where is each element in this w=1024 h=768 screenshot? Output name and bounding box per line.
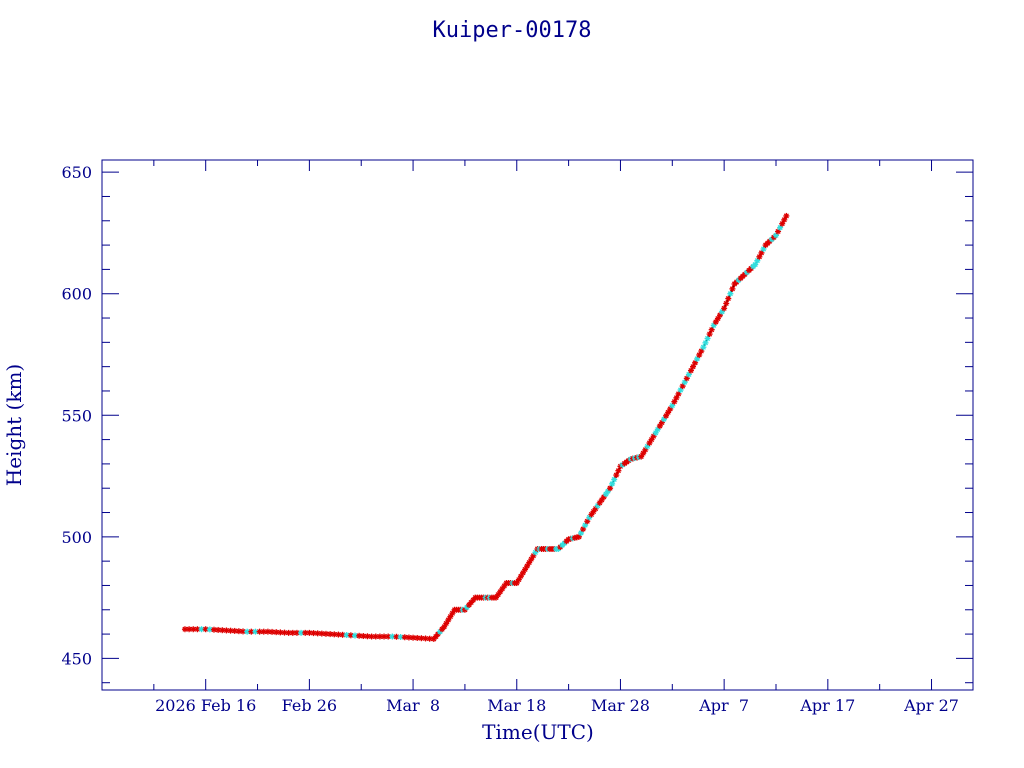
data-point	[669, 402, 676, 409]
data-point	[611, 476, 618, 483]
data-point	[598, 496, 605, 503]
data-point	[582, 522, 589, 529]
x-tick-label: Feb 26	[282, 696, 337, 715]
x-tick-label: Apr 17	[799, 696, 855, 715]
data-point	[513, 580, 520, 587]
data-point	[704, 335, 711, 342]
x-tick-label: Apr 27	[903, 696, 959, 715]
data-point	[227, 627, 234, 634]
data-point	[235, 628, 242, 635]
x-tick-label: Mar 28	[591, 696, 650, 715]
data-point	[758, 249, 765, 256]
data-point	[264, 628, 271, 635]
data-point	[650, 433, 657, 440]
data-point	[727, 290, 734, 297]
data-point	[640, 450, 647, 457]
data-point	[590, 508, 597, 515]
data-point	[681, 379, 688, 386]
y-tick-label: 450	[61, 649, 92, 668]
data-point	[381, 633, 388, 640]
y-axis-label: Height (km)	[2, 364, 26, 486]
data-point	[698, 348, 705, 355]
data-point	[725, 295, 732, 302]
data-point	[700, 344, 707, 351]
data-point	[615, 467, 622, 474]
data-point	[322, 630, 329, 637]
data-point	[646, 439, 653, 446]
data-point	[298, 629, 305, 636]
data-point	[702, 339, 709, 346]
data-point	[273, 629, 280, 636]
data-point	[708, 326, 715, 333]
data-point	[526, 559, 533, 566]
data-point	[671, 398, 678, 405]
x-tick-label: Apr 7	[698, 696, 749, 715]
data-point	[663, 412, 670, 419]
data-point	[779, 220, 786, 227]
y-tick-label: 650	[61, 163, 92, 182]
data-point	[729, 285, 736, 292]
data-point	[679, 383, 686, 390]
data-point	[347, 632, 354, 639]
axis-ticks	[102, 160, 973, 690]
y-tick-label: 550	[61, 406, 92, 425]
data-point	[422, 635, 429, 642]
x-tick-label: Mar 18	[487, 696, 546, 715]
y-tick-label: 600	[61, 285, 92, 304]
x-tick-labels: 2026 Feb 16 Feb 26 Mar 8 Mar 18 Mar 28 Apr 7 A…	[155, 696, 959, 715]
data-point	[692, 359, 699, 366]
data-point	[661, 416, 668, 423]
data-point	[783, 212, 790, 219]
x-axis-label: Time(UTC)	[482, 720, 594, 744]
y-tick-labels: 450 500 550 600 650	[61, 163, 92, 668]
y-tick-label: 500	[61, 528, 92, 547]
series-points	[181, 212, 790, 642]
data-point	[524, 563, 531, 570]
data-point	[600, 493, 607, 500]
plot-frame	[101, 159, 974, 691]
x-tick-label: Mar 8	[386, 696, 440, 715]
x-tick-label: 2026 Feb 16	[155, 696, 256, 715]
data-point	[223, 627, 230, 634]
data-point	[293, 629, 300, 636]
data-point	[607, 485, 614, 492]
data-point	[302, 629, 309, 636]
data-point	[519, 569, 526, 576]
data-point	[609, 480, 616, 487]
data-point	[578, 529, 585, 536]
data-point	[206, 626, 213, 633]
data-point	[723, 300, 730, 307]
data-point	[613, 472, 620, 479]
chart-title: Kuiper-00178	[433, 18, 592, 43]
data-point	[706, 331, 713, 338]
data-point	[443, 620, 450, 627]
data-point	[721, 305, 728, 312]
series-line	[185, 215, 787, 640]
data-point	[658, 419, 665, 426]
data-point	[285, 629, 292, 636]
